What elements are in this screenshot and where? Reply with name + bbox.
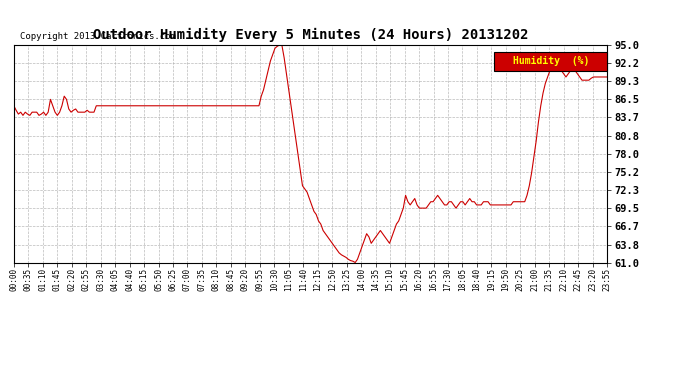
FancyBboxPatch shape [495,51,607,71]
Text: Copyright 2013 Cartronics.com: Copyright 2013 Cartronics.com [20,32,176,40]
Title: Outdoor Humidity Every 5 Minutes (24 Hours) 20131202: Outdoor Humidity Every 5 Minutes (24 Hou… [92,28,529,42]
Text: Humidity  (%): Humidity (%) [513,56,589,66]
